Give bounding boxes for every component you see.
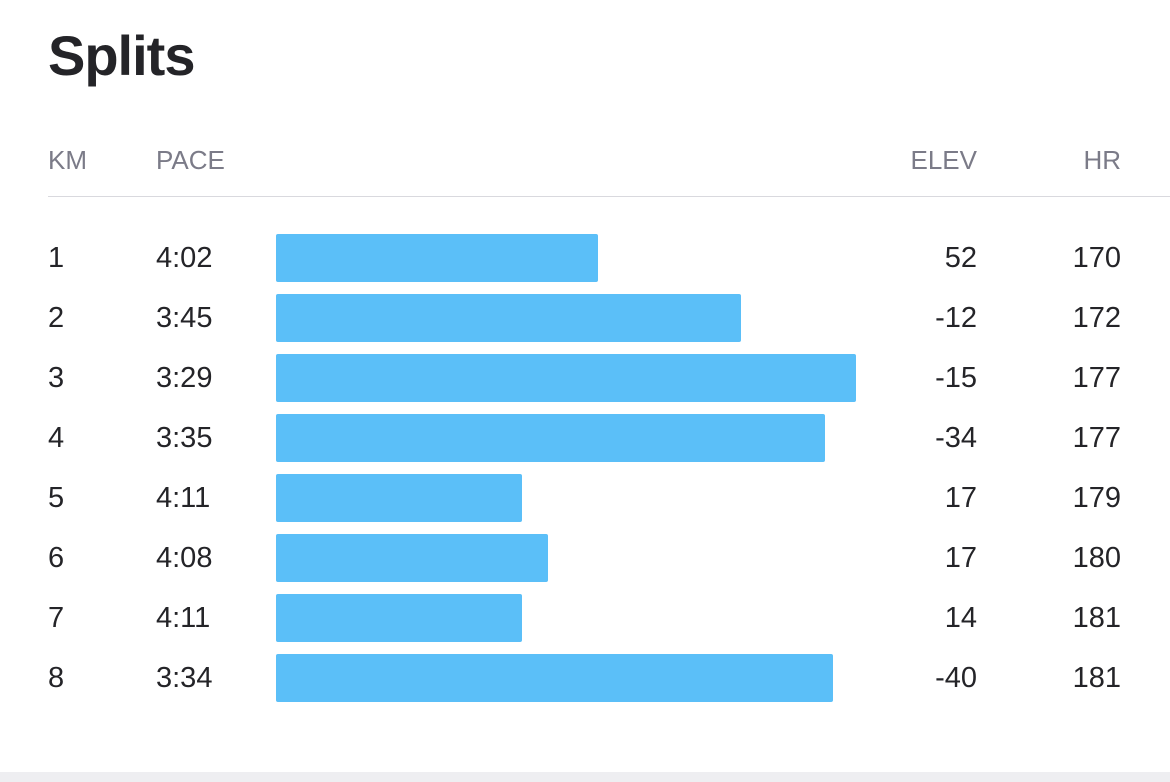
split-hr: 172 <box>1072 302 1121 334</box>
split-row: 2 3:45 -12 172 <box>0 294 1170 354</box>
split-row: 4 3:35 -34 177 <box>0 414 1170 474</box>
pace-bar <box>276 594 523 642</box>
pace-bar <box>276 234 598 282</box>
split-hr: 170 <box>1072 242 1121 274</box>
column-header-elev: ELEV <box>910 145 978 175</box>
pace-bar <box>276 414 825 462</box>
split-pace: 3:34 <box>156 662 213 694</box>
split-row: 3 3:29 -15 177 <box>0 354 1170 414</box>
split-km: 5 <box>48 482 65 514</box>
split-pace: 3:45 <box>156 302 213 334</box>
split-km: 1 <box>48 242 65 274</box>
split-elev: 52 <box>944 242 977 274</box>
split-hr: 181 <box>1072 602 1121 634</box>
split-hr: 179 <box>1072 482 1121 514</box>
footer-strip <box>0 772 1170 782</box>
split-pace: 4:11 <box>156 482 211 514</box>
split-pace: 3:29 <box>156 362 213 394</box>
splits-table: 1 4:02 52 170 2 3:45 -12 172 3 3:29 -15 177 4 3:35 -34… <box>0 234 1170 714</box>
split-hr: 181 <box>1072 662 1121 694</box>
split-pace: 4:08 <box>156 542 213 574</box>
split-hr: 177 <box>1072 362 1121 394</box>
split-elev: 17 <box>944 542 977 574</box>
pace-bar <box>276 354 856 402</box>
split-row: 8 3:34 -40 181 <box>0 654 1170 714</box>
split-km: 7 <box>48 602 65 634</box>
split-elev: 17 <box>944 482 977 514</box>
page-title: Splits <box>48 24 195 87</box>
pace-bar <box>276 294 741 342</box>
column-header-km: KM <box>48 145 87 175</box>
split-hr: 180 <box>1072 542 1121 574</box>
split-km: 6 <box>48 542 65 574</box>
split-elev: -15 <box>935 362 977 394</box>
split-km: 4 <box>48 422 65 454</box>
pace-bar <box>276 474 523 522</box>
split-km: 2 <box>48 302 65 334</box>
split-km: 3 <box>48 362 65 394</box>
split-row: 5 4:11 17 179 <box>0 474 1170 534</box>
split-pace: 3:35 <box>156 422 213 454</box>
pace-bar <box>276 534 548 582</box>
pace-bar-track <box>276 654 856 702</box>
pace-bar-track <box>276 234 856 282</box>
split-row: 7 4:11 14 181 <box>0 594 1170 654</box>
pace-bar-track <box>276 354 856 402</box>
split-row: 6 4:08 17 180 <box>0 534 1170 594</box>
pace-bar-track <box>276 534 856 582</box>
column-header-pace: PACE <box>156 145 225 175</box>
pace-bar-track <box>276 474 856 522</box>
split-hr: 177 <box>1072 422 1121 454</box>
split-row: 1 4:02 52 170 <box>0 234 1170 294</box>
pace-bar-track <box>276 294 856 342</box>
pace-bar-track <box>276 594 856 642</box>
split-elev: 14 <box>944 602 977 634</box>
split-km: 8 <box>48 662 65 694</box>
split-elev: -12 <box>935 302 977 334</box>
pace-bar-track <box>276 414 856 462</box>
column-header-hr: HR <box>1083 145 1121 175</box>
split-pace: 4:11 <box>156 602 211 634</box>
pace-bar <box>276 654 834 702</box>
header-divider <box>48 196 1170 197</box>
split-elev: -34 <box>935 422 977 454</box>
split-elev: -40 <box>935 662 977 694</box>
split-pace: 4:02 <box>156 242 213 274</box>
